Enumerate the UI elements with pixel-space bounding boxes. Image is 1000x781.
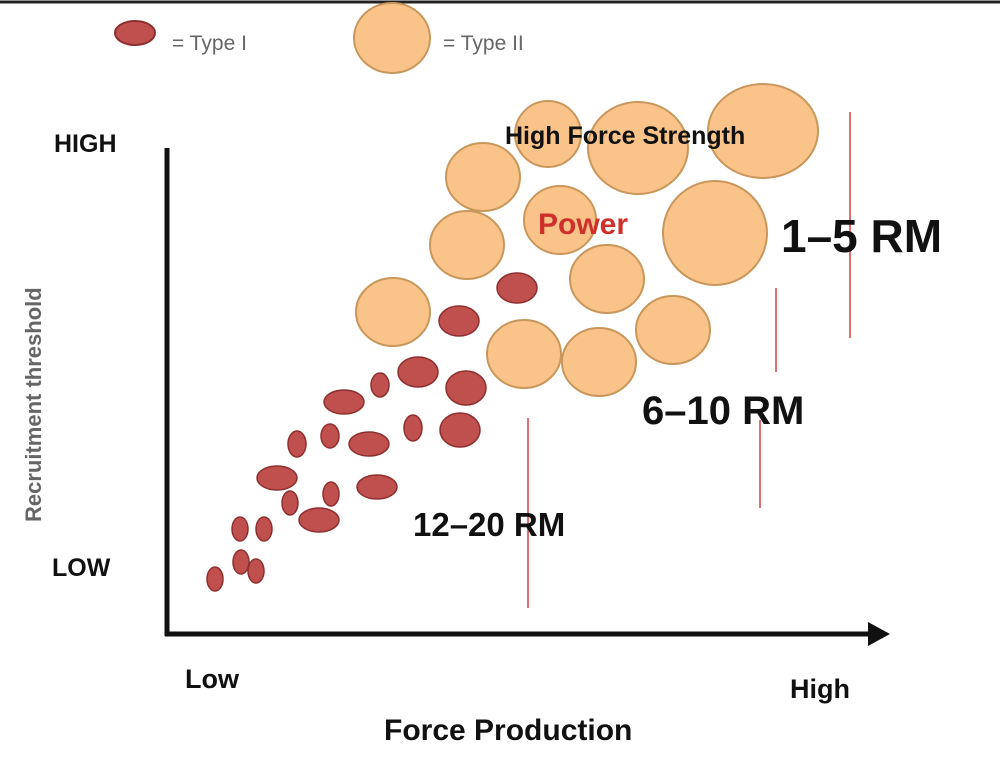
type-one-unit	[445, 370, 487, 406]
type-two-unit	[587, 101, 689, 195]
type-two-unit	[707, 83, 819, 179]
type-one-unit	[287, 430, 307, 458]
high-force-strength-label: High Force Strength	[505, 122, 745, 150]
y-axis-low-label: LOW	[52, 554, 111, 582]
legend-type-one-marker	[114, 20, 156, 46]
type-one-unit	[231, 516, 249, 542]
axes	[164, 148, 890, 646]
type-one-unit	[322, 481, 340, 507]
type-one-motor-units	[206, 272, 538, 592]
type-one-unit	[232, 549, 250, 575]
type-one-unit	[247, 558, 265, 584]
type-two-unit	[486, 319, 562, 389]
type-one-unit	[298, 507, 340, 533]
x-axis-high-label: High	[790, 674, 850, 704]
type-two-motor-units	[355, 83, 819, 397]
type-one-unit	[348, 431, 390, 457]
type-one-unit	[439, 412, 481, 448]
type-two-unit	[514, 100, 582, 168]
type-one-unit	[255, 516, 273, 542]
x-axis-low-label: Low	[185, 664, 240, 694]
type-two-unit	[662, 180, 768, 286]
type-two-unit	[635, 295, 711, 365]
y-axis-high-label: HIGH	[54, 130, 117, 158]
type-two-unit	[429, 210, 505, 280]
type-one-unit	[256, 465, 298, 491]
type-one-unit	[206, 566, 224, 592]
type-two-unit	[523, 185, 597, 255]
type-two-unit	[561, 327, 637, 397]
type-one-unit	[356, 474, 398, 500]
type-one-unit	[323, 389, 365, 415]
x-axis-title: Force Production	[384, 714, 632, 747]
power-label: Power	[538, 208, 628, 241]
legend-type-two-label: = Type II	[443, 32, 524, 55]
type-one-unit	[438, 305, 480, 337]
rm-1-5-label: 1–5 RM	[781, 210, 942, 262]
type-one-unit	[370, 372, 390, 398]
legend: = Type I = Type II	[114, 2, 524, 74]
type-one-unit	[320, 423, 340, 449]
type-two-unit	[445, 142, 521, 212]
type-two-unit	[355, 277, 431, 347]
rm-12-20-label: 12–20 RM	[413, 506, 565, 543]
type-one-unit	[281, 490, 299, 516]
y-axis-title: Recruitment threshold	[21, 287, 46, 522]
type-one-unit	[397, 356, 439, 388]
type-two-unit	[569, 244, 645, 314]
rm-divider-lines	[527, 112, 851, 608]
rm-6-10-label: 6–10 RM	[642, 389, 804, 433]
type-one-unit	[496, 272, 538, 304]
x-axis-arrow-icon	[868, 622, 890, 646]
type-one-unit	[403, 414, 423, 442]
legend-type-one-label: = Type I	[172, 32, 247, 55]
legend-type-two-marker	[353, 2, 431, 74]
